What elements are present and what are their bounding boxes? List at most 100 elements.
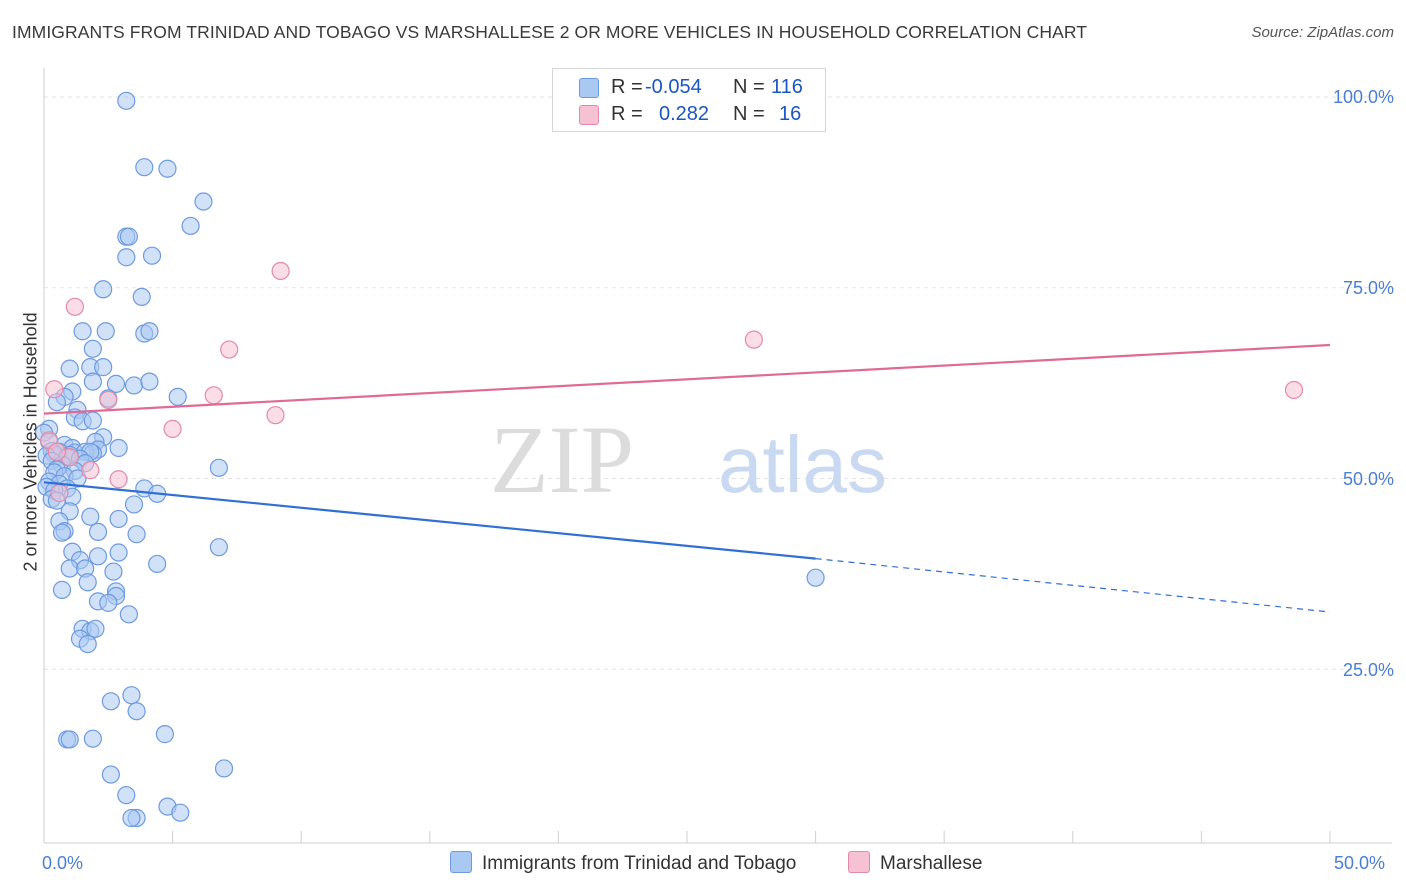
legend-swatch-pink xyxy=(579,105,599,125)
bottom-legend-swatch-blue xyxy=(450,851,472,873)
data-point-trinidad xyxy=(209,538,228,557)
data-point-trinidad xyxy=(132,287,151,307)
legend-n-label: N = xyxy=(733,103,765,125)
data-point-trinidad xyxy=(142,246,162,265)
legend-row-trinidad: R = -0.054 N = 116 xyxy=(553,74,825,100)
legend-r-value: -0.054 xyxy=(645,76,702,98)
data-point-marshallese xyxy=(271,261,290,281)
data-point-trinidad xyxy=(60,559,79,578)
legend-r-label: R = xyxy=(611,103,643,125)
data-point-trinidad xyxy=(117,91,136,110)
data-point-trinidad xyxy=(101,765,120,784)
legend-r-value: 0.282 xyxy=(659,103,710,125)
trend-line-marshallese xyxy=(43,343,1331,415)
data-point-trinidad xyxy=(60,359,79,378)
data-point-trinidad xyxy=(96,322,115,341)
data-point-trinidad xyxy=(171,803,190,822)
data-point-marshallese xyxy=(109,470,128,489)
data-point-trinidad xyxy=(83,339,102,358)
data-point-trinidad xyxy=(99,593,118,612)
y-tick-label-100: 100.0% xyxy=(1332,87,1394,107)
watermark-zip: ZIP xyxy=(490,406,634,513)
data-point-trinidad xyxy=(158,159,177,178)
bottom-legend-swatch-pink xyxy=(848,851,870,873)
data-point-trinidad xyxy=(88,522,108,542)
data-point-marshallese xyxy=(99,390,118,410)
legend-swatch-blue xyxy=(579,78,599,98)
data-point-trinidad xyxy=(94,280,113,299)
data-point-trinidad xyxy=(86,619,105,638)
correlation-legend: R = -0.054 N = 116 R = 0.282 N = 16 xyxy=(552,68,826,132)
x-tick-label-min: 0.0% xyxy=(42,853,84,873)
data-point-trinidad xyxy=(119,227,138,246)
data-point-marshallese xyxy=(65,297,84,316)
data-point-marshallese xyxy=(204,386,223,405)
data-point-marshallese xyxy=(266,406,285,425)
bottom-legend-trinidad: Immigrants from Trinidad and Tobago xyxy=(450,851,796,875)
data-point-trinidad xyxy=(155,725,174,744)
data-point-trinidad xyxy=(127,525,146,544)
bottom-legend-label-marshallese: Marshallese xyxy=(880,853,983,874)
bottom-legend-marshallese: Marshallese xyxy=(848,851,982,875)
watermark-atlas: atlas xyxy=(718,420,887,509)
chart-title: IMMIGRANTS FROM TRINIDAD AND TOBAGO VS M… xyxy=(12,22,1088,42)
series-trinidad-points xyxy=(34,91,825,828)
legend-n-value: 16 xyxy=(779,103,802,125)
data-point-trinidad xyxy=(104,562,123,581)
data-point-trinidad xyxy=(181,216,200,236)
trend-line-trinidad xyxy=(43,481,816,560)
data-point-marshallese xyxy=(1284,380,1304,400)
data-point-trinidad xyxy=(122,808,141,828)
data-point-marshallese xyxy=(81,461,100,480)
data-point-marshallese xyxy=(50,483,69,503)
data-point-trinidad xyxy=(88,547,108,566)
data-point-trinidad xyxy=(52,523,72,542)
data-point-marshallese xyxy=(45,380,64,399)
data-point-trinidad xyxy=(52,580,72,599)
data-point-trinidad xyxy=(101,692,120,711)
data-point-trinidad xyxy=(117,786,136,805)
data-point-trinidad xyxy=(117,248,136,267)
legend-n-label: N = xyxy=(733,76,765,98)
trend-lines xyxy=(43,343,1331,613)
data-point-trinidad xyxy=(109,438,128,458)
data-point-trinidad xyxy=(83,372,102,391)
data-point-trinidad xyxy=(83,729,102,748)
data-point-trinidad xyxy=(109,509,128,529)
data-point-trinidad xyxy=(106,374,126,393)
data-point-trinidad xyxy=(140,372,159,391)
y-tick-label-25: 25.0% xyxy=(1342,660,1394,680)
data-point-trinidad xyxy=(806,568,825,587)
data-point-trinidad xyxy=(194,192,213,211)
data-point-trinidad xyxy=(119,605,138,624)
series-marshallese-points xyxy=(40,261,1304,503)
data-point-trinidad xyxy=(148,554,167,574)
data-point-trinidad xyxy=(214,759,234,778)
data-point-trinidad xyxy=(140,322,159,341)
legend-r-label: R = xyxy=(611,76,643,98)
data-point-trinidad xyxy=(73,322,92,341)
gridlines xyxy=(44,96,1392,670)
data-point-marshallese xyxy=(47,442,66,461)
data-point-marshallese xyxy=(744,330,763,349)
data-point-trinidad xyxy=(60,730,79,749)
data-point-marshallese xyxy=(220,340,239,359)
data-point-trinidad xyxy=(83,411,102,430)
data-point-trinidad xyxy=(78,634,97,654)
y-tick-label-75: 75.0% xyxy=(1342,278,1394,298)
legend-row-marshallese: R = 0.282 N = 16 xyxy=(553,101,825,127)
data-point-trinidad xyxy=(124,376,144,395)
data-point-trinidad xyxy=(94,358,113,377)
trend-line-trinidad-extrapolated xyxy=(815,558,1331,613)
data-point-trinidad xyxy=(122,686,141,705)
data-point-trinidad xyxy=(109,543,128,562)
data-point-marshallese xyxy=(163,419,182,439)
data-point-trinidad xyxy=(78,573,97,592)
data-point-trinidad xyxy=(127,702,146,721)
legend-n-value: 116 xyxy=(771,76,803,98)
data-point-trinidad xyxy=(81,507,100,526)
data-point-trinidad xyxy=(209,458,228,477)
data-point-trinidad xyxy=(124,495,144,514)
bottom-legend-label-trinidad: Immigrants from Trinidad and Tobago xyxy=(482,853,797,874)
